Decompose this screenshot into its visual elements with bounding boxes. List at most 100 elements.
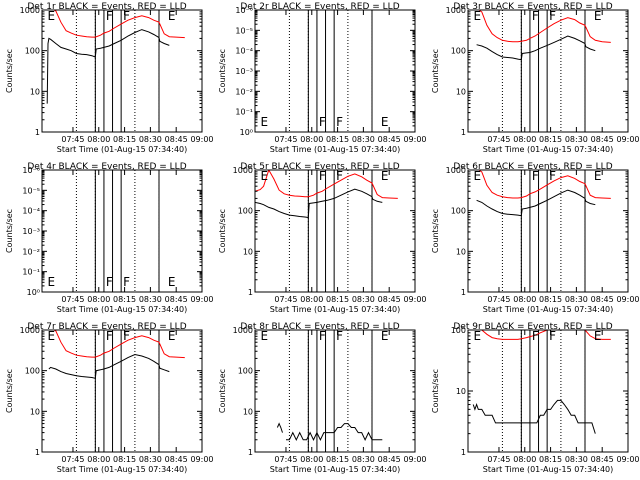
y-tick-label: 100 xyxy=(451,326,466,335)
x-tick-label: 08:00 xyxy=(87,295,110,304)
phase-marker-label: F xyxy=(123,9,130,23)
y-tick-label: 10⁻³ xyxy=(22,227,40,236)
phase-marker-label: F xyxy=(106,275,113,289)
x-tick-label: 08:15 xyxy=(539,295,562,304)
y-tick-label: 10 xyxy=(30,87,40,96)
phase-marker-label: F xyxy=(532,329,539,343)
y-tick-label: 10 xyxy=(30,407,40,416)
x-tick-label: 08:15 xyxy=(326,135,349,144)
plot-frame xyxy=(254,169,416,293)
x-tick-label: 08:00 xyxy=(87,455,110,464)
x-tick-label: 08:15 xyxy=(326,455,349,464)
x-tick-label: 09:00 xyxy=(190,135,213,144)
x-tick-label: 08:15 xyxy=(113,135,136,144)
y-tick-label: 100 xyxy=(238,207,253,216)
y-tick-label: 1 xyxy=(461,128,466,137)
panel-title: Det 4r BLACK = Events, RED = LLD xyxy=(27,162,186,172)
x-tick-label: 08:45 xyxy=(378,135,401,144)
x-tick-label: 08:15 xyxy=(539,135,562,144)
x-tick-label: 09:00 xyxy=(190,295,213,304)
x-tick-label: 08:30 xyxy=(565,455,588,464)
y-tick-label: 10⁻³ xyxy=(235,67,253,76)
phase-marker-label: F xyxy=(549,329,556,343)
y-tick-label: 10⁻⁶ xyxy=(235,6,253,15)
plot-frame xyxy=(254,9,416,133)
phase-marker-label: F xyxy=(319,329,326,343)
panel-title: Det 7r BLACK = Events, RED = LLD xyxy=(27,322,186,332)
x-tick-label: 07:45 xyxy=(487,455,510,464)
x-tick-label: 08:00 xyxy=(300,135,323,144)
x-axis-label: Start Time (01-Aug-15 07:34:40) xyxy=(57,465,188,474)
y-tick-label: 100 xyxy=(451,207,466,216)
y-tick-label: 10⁻⁵ xyxy=(22,186,40,195)
series-lld-line xyxy=(45,330,185,359)
phase-marker-label: F xyxy=(336,115,343,129)
x-tick-label: 07:45 xyxy=(487,135,510,144)
x-axis-label: Start Time (01-Aug-15 07:34:40) xyxy=(483,145,614,154)
y-tick-label: 10 xyxy=(456,87,466,96)
y-tick-label: 1000 xyxy=(233,326,253,335)
y-tick-label: 1000 xyxy=(20,326,40,335)
phase-marker-label: F xyxy=(549,9,556,23)
phase-marker-label: E xyxy=(473,329,481,343)
y-axis-label: Counts/sec xyxy=(5,49,14,93)
phase-marker-label: F xyxy=(319,169,326,183)
y-tick-label: 10 xyxy=(456,387,466,396)
y-axis-label: Counts/sec xyxy=(218,209,227,253)
phase-marker-label: F xyxy=(549,169,556,183)
y-tick-label: 10⁰ xyxy=(27,288,40,297)
x-tick-label: 08:30 xyxy=(352,455,375,464)
x-tick-label: 08:45 xyxy=(591,295,614,304)
phase-marker-label: F xyxy=(532,9,539,23)
phase-marker-label: E xyxy=(47,275,55,289)
series-events-line xyxy=(276,422,283,433)
panel-title: Det 3r BLACK = Events, RED = LLD xyxy=(453,2,612,12)
panel-title: Det 6r BLACK = Events, RED = LLD xyxy=(453,162,612,172)
y-axis-label: Counts/sec xyxy=(431,369,440,413)
panel-title: Det 2r BLACK = Events, RED = LLD xyxy=(240,2,399,12)
phase-marker-label: E xyxy=(260,115,268,129)
y-tick-label: 1 xyxy=(35,448,40,457)
panel-title: Det 1r BLACK = Events, RED = LLD xyxy=(27,2,186,12)
x-tick-label: 08:15 xyxy=(326,295,349,304)
y-tick-label: 1 xyxy=(461,448,466,457)
phase-marker-label: F xyxy=(123,329,130,343)
x-tick-label: 07:45 xyxy=(61,455,84,464)
phase-marker-label: F xyxy=(336,329,343,343)
x-tick-label: 07:45 xyxy=(61,295,84,304)
series-lld-line xyxy=(471,170,611,199)
y-tick-label: 1000 xyxy=(233,166,253,175)
phase-marker-label: F xyxy=(106,329,113,343)
y-tick-label: 1 xyxy=(461,288,466,297)
y-tick-label: 1000 xyxy=(446,6,466,15)
phase-marker-label: E xyxy=(473,169,481,183)
x-axis-label: Start Time (01-Aug-15 07:34:40) xyxy=(270,145,401,154)
y-tick-label: 10⁻² xyxy=(235,87,253,96)
x-tick-label: 09:00 xyxy=(616,295,639,304)
plot-frame xyxy=(41,329,203,453)
phase-marker-label: F xyxy=(532,169,539,183)
y-tick-label: 10⁻¹ xyxy=(22,268,40,277)
x-tick-label: 07:45 xyxy=(274,295,297,304)
x-tick-label: 08:30 xyxy=(352,295,375,304)
y-tick-label: 1000 xyxy=(20,6,40,15)
phase-marker-label: E xyxy=(381,169,389,183)
x-tick-label: 08:00 xyxy=(513,135,536,144)
x-tick-label: 08:30 xyxy=(352,135,375,144)
x-tick-label: 08:45 xyxy=(591,455,614,464)
phase-marker-label: E xyxy=(168,329,176,343)
x-axis-label: Start Time (01-Aug-15 07:34:40) xyxy=(483,305,614,314)
x-tick-label: 08:45 xyxy=(165,455,188,464)
panel-title: Det 5r BLACK = Events, RED = LLD xyxy=(240,162,399,172)
x-tick-label: 09:00 xyxy=(616,135,639,144)
series-events-line xyxy=(476,35,596,61)
x-tick-label: 08:30 xyxy=(139,135,162,144)
series-lld-line xyxy=(471,330,611,340)
phase-marker-label: E xyxy=(260,329,268,343)
plot-frame xyxy=(467,9,629,133)
